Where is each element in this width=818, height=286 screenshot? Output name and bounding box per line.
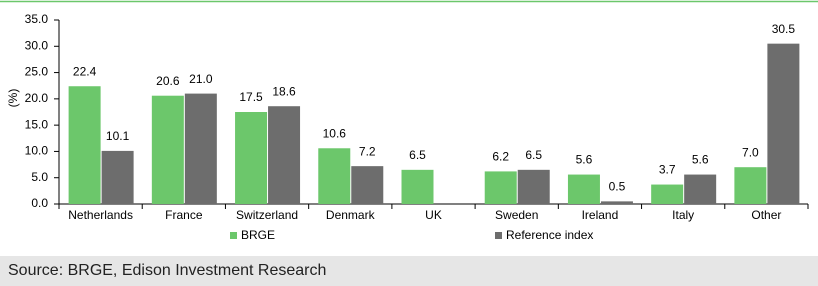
- y-axis-label: (%): [6, 89, 20, 108]
- bar: [401, 169, 434, 204]
- bar: [484, 171, 517, 204]
- y-tick-label: 0.0: [31, 196, 48, 210]
- x-tick-label: France: [165, 208, 203, 222]
- value-label: 30.5: [772, 22, 796, 36]
- x-tick-label: UK: [425, 208, 442, 222]
- legend-label: BRGE: [241, 228, 275, 242]
- x-tick-label: Ireland: [582, 208, 619, 222]
- value-label: 17.5: [239, 90, 263, 104]
- bar: [567, 174, 600, 204]
- y-tick-label: 20.0: [25, 91, 49, 105]
- x-tick-label: Switzerland: [236, 208, 298, 222]
- bar: [235, 112, 268, 204]
- y-tick-label: 5.0: [31, 170, 48, 184]
- bar: [101, 150, 134, 204]
- x-tick-label: Sweden: [495, 208, 538, 222]
- y-tick-label: 10.0: [25, 144, 49, 158]
- value-label: 7.2: [359, 144, 376, 158]
- value-label: 6.5: [409, 148, 426, 162]
- x-tick-label: Other: [751, 208, 781, 222]
- value-label: 6.2: [492, 150, 509, 164]
- bar: [517, 169, 550, 204]
- value-label: 21.0: [189, 72, 213, 86]
- chart: (%) 0.0 5.0 10.0 15.0 20.0 25.0 30.0 35.0 Nether…: [0, 0, 818, 242]
- x-tick-label: Italy: [672, 208, 694, 222]
- bar: [351, 166, 384, 204]
- value-label: 5.6: [692, 153, 709, 167]
- bar: [684, 174, 717, 204]
- x-tick-label: Denmark: [326, 208, 376, 222]
- legend-swatch: [230, 232, 237, 239]
- y-tick-label: 25.0: [25, 65, 49, 79]
- source-note: Source: BRGE, Edison Investment Research: [0, 256, 818, 286]
- bar: [151, 95, 184, 204]
- bar: [600, 201, 633, 204]
- value-label: 18.6: [272, 84, 296, 98]
- bar: [184, 93, 217, 204]
- bar: [68, 86, 101, 204]
- legend-swatch: [495, 232, 502, 239]
- value-label: 6.5: [525, 148, 542, 162]
- bar: [734, 167, 767, 204]
- value-label: 5.6: [576, 153, 593, 167]
- value-label: 3.7: [659, 163, 676, 177]
- y-tick-label: 30.0: [25, 38, 49, 52]
- legend-label: Reference index: [506, 228, 593, 242]
- value-label: 22.4: [73, 64, 97, 78]
- value-label: 10.6: [323, 126, 347, 140]
- value-label: 0.5: [609, 180, 626, 194]
- bar: [651, 184, 684, 204]
- bar: [767, 43, 800, 205]
- value-label: 7.0: [742, 145, 759, 159]
- bar: [268, 106, 301, 204]
- x-tick-label: Netherlands: [68, 208, 133, 222]
- value-label: 10.1: [106, 129, 130, 143]
- y-tick-label: 15.0: [25, 117, 49, 131]
- value-label: 20.6: [156, 74, 180, 88]
- y-tick-label: 35.0: [25, 12, 49, 26]
- bar: [318, 148, 351, 204]
